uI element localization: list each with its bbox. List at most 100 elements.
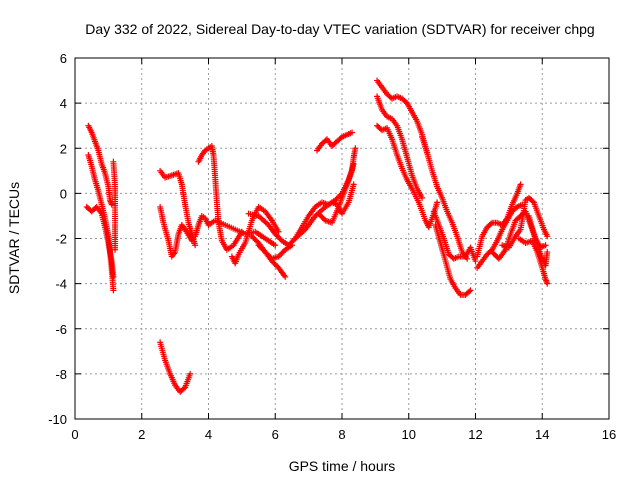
x-tick-label: 6 bbox=[272, 427, 279, 442]
data-point bbox=[187, 370, 194, 377]
data-point bbox=[320, 216, 327, 223]
series-track-d bbox=[110, 158, 119, 253]
series-track-u bbox=[430, 208, 479, 265]
chart-title: Day 332 of 2022, Sidereal Day-to-day VTE… bbox=[85, 21, 594, 37]
data-point bbox=[517, 181, 524, 188]
data-point bbox=[542, 242, 549, 249]
data-point bbox=[180, 385, 187, 392]
x-tick-label: 8 bbox=[338, 427, 345, 442]
data-point bbox=[272, 262, 279, 269]
y-tick-label: 6 bbox=[60, 51, 67, 66]
data-point bbox=[279, 249, 286, 256]
series-track-o bbox=[315, 145, 359, 226]
x-tick-label: 12 bbox=[468, 427, 482, 442]
data-point bbox=[273, 232, 280, 239]
data-point bbox=[259, 246, 266, 253]
data-point bbox=[544, 249, 551, 256]
series-track-x bbox=[474, 201, 526, 271]
data-point bbox=[108, 201, 115, 208]
y-tick-label: -6 bbox=[55, 322, 67, 337]
y-tick-label: 4 bbox=[60, 96, 67, 111]
x-tick-label: 0 bbox=[71, 427, 78, 442]
data-point bbox=[275, 253, 282, 260]
data-point bbox=[192, 242, 199, 249]
y-tick-label: 0 bbox=[60, 186, 67, 201]
data-point bbox=[529, 198, 536, 205]
series-track-g bbox=[157, 203, 195, 260]
data-point bbox=[268, 258, 275, 265]
data-point bbox=[349, 129, 356, 136]
data-point bbox=[272, 230, 279, 237]
data-points bbox=[83, 77, 551, 395]
data-point bbox=[467, 287, 474, 294]
data-point bbox=[434, 199, 441, 206]
data-point bbox=[419, 194, 426, 201]
data-point bbox=[252, 237, 259, 244]
x-tick-label: 2 bbox=[138, 427, 145, 442]
series-track-ab bbox=[525, 212, 551, 269]
series-track-i bbox=[195, 142, 245, 253]
data-point bbox=[544, 280, 551, 287]
series-track-s bbox=[374, 122, 441, 231]
data-point bbox=[285, 242, 292, 249]
data-point bbox=[277, 236, 284, 243]
y-axis-label: SDTVAR / TECUs bbox=[6, 182, 22, 294]
series-track-v bbox=[432, 221, 474, 298]
x-tick-label: 16 bbox=[602, 427, 616, 442]
series-track-e bbox=[157, 339, 194, 395]
data-point bbox=[350, 181, 357, 188]
data-point bbox=[278, 250, 285, 257]
data-point bbox=[110, 287, 117, 294]
data-point bbox=[316, 212, 323, 219]
data-point bbox=[289, 238, 296, 245]
series-track-z bbox=[499, 194, 551, 251]
y-tick-label: -2 bbox=[55, 232, 67, 247]
data-point bbox=[238, 228, 245, 235]
x-axis-label: GPS time / hours bbox=[289, 458, 396, 474]
x-tick-label: 10 bbox=[402, 427, 416, 442]
data-point bbox=[250, 234, 257, 241]
x-tick-label: 4 bbox=[205, 427, 212, 442]
data-point bbox=[188, 237, 195, 244]
data-point bbox=[282, 273, 289, 280]
grid-lines bbox=[75, 58, 609, 419]
series-track-w bbox=[474, 181, 524, 260]
data-point bbox=[315, 210, 322, 217]
data-point bbox=[280, 248, 287, 255]
data-point bbox=[290, 236, 297, 243]
data-point bbox=[255, 242, 262, 249]
plot-frame bbox=[74, 57, 610, 420]
data-point bbox=[271, 260, 278, 267]
data-point bbox=[110, 273, 117, 280]
data-point bbox=[258, 244, 265, 251]
data-point bbox=[270, 259, 277, 266]
data-point bbox=[352, 145, 359, 152]
data-point bbox=[112, 246, 119, 253]
series-track-j bbox=[228, 203, 282, 267]
y-tick-label: -8 bbox=[55, 367, 67, 382]
data-point bbox=[288, 239, 295, 246]
series-track-r bbox=[374, 93, 426, 201]
data-point bbox=[276, 252, 283, 259]
data-point bbox=[275, 228, 282, 235]
series-track-b bbox=[85, 152, 117, 294]
series-track-l bbox=[255, 242, 289, 280]
series-track-c bbox=[83, 203, 117, 280]
data-point bbox=[544, 233, 551, 240]
y-tick-label: 2 bbox=[60, 141, 67, 156]
data-point bbox=[489, 249, 496, 256]
axis-ticks: 0 2 4 6 8 10 12 14 16 -10 -8 -6 -4 -2 0 2 4 6 bbox=[48, 51, 616, 442]
series-track-t bbox=[419, 133, 471, 262]
data-point bbox=[286, 240, 293, 247]
y-tick-label: -10 bbox=[48, 412, 67, 427]
data-point bbox=[490, 250, 497, 257]
series-track-p bbox=[313, 129, 356, 154]
data-point bbox=[472, 258, 479, 265]
data-point bbox=[491, 251, 498, 258]
data-point bbox=[251, 235, 258, 242]
data-point bbox=[487, 220, 494, 227]
y-tick-label: -4 bbox=[55, 277, 67, 292]
data-point bbox=[274, 233, 281, 240]
data-point bbox=[466, 288, 473, 295]
